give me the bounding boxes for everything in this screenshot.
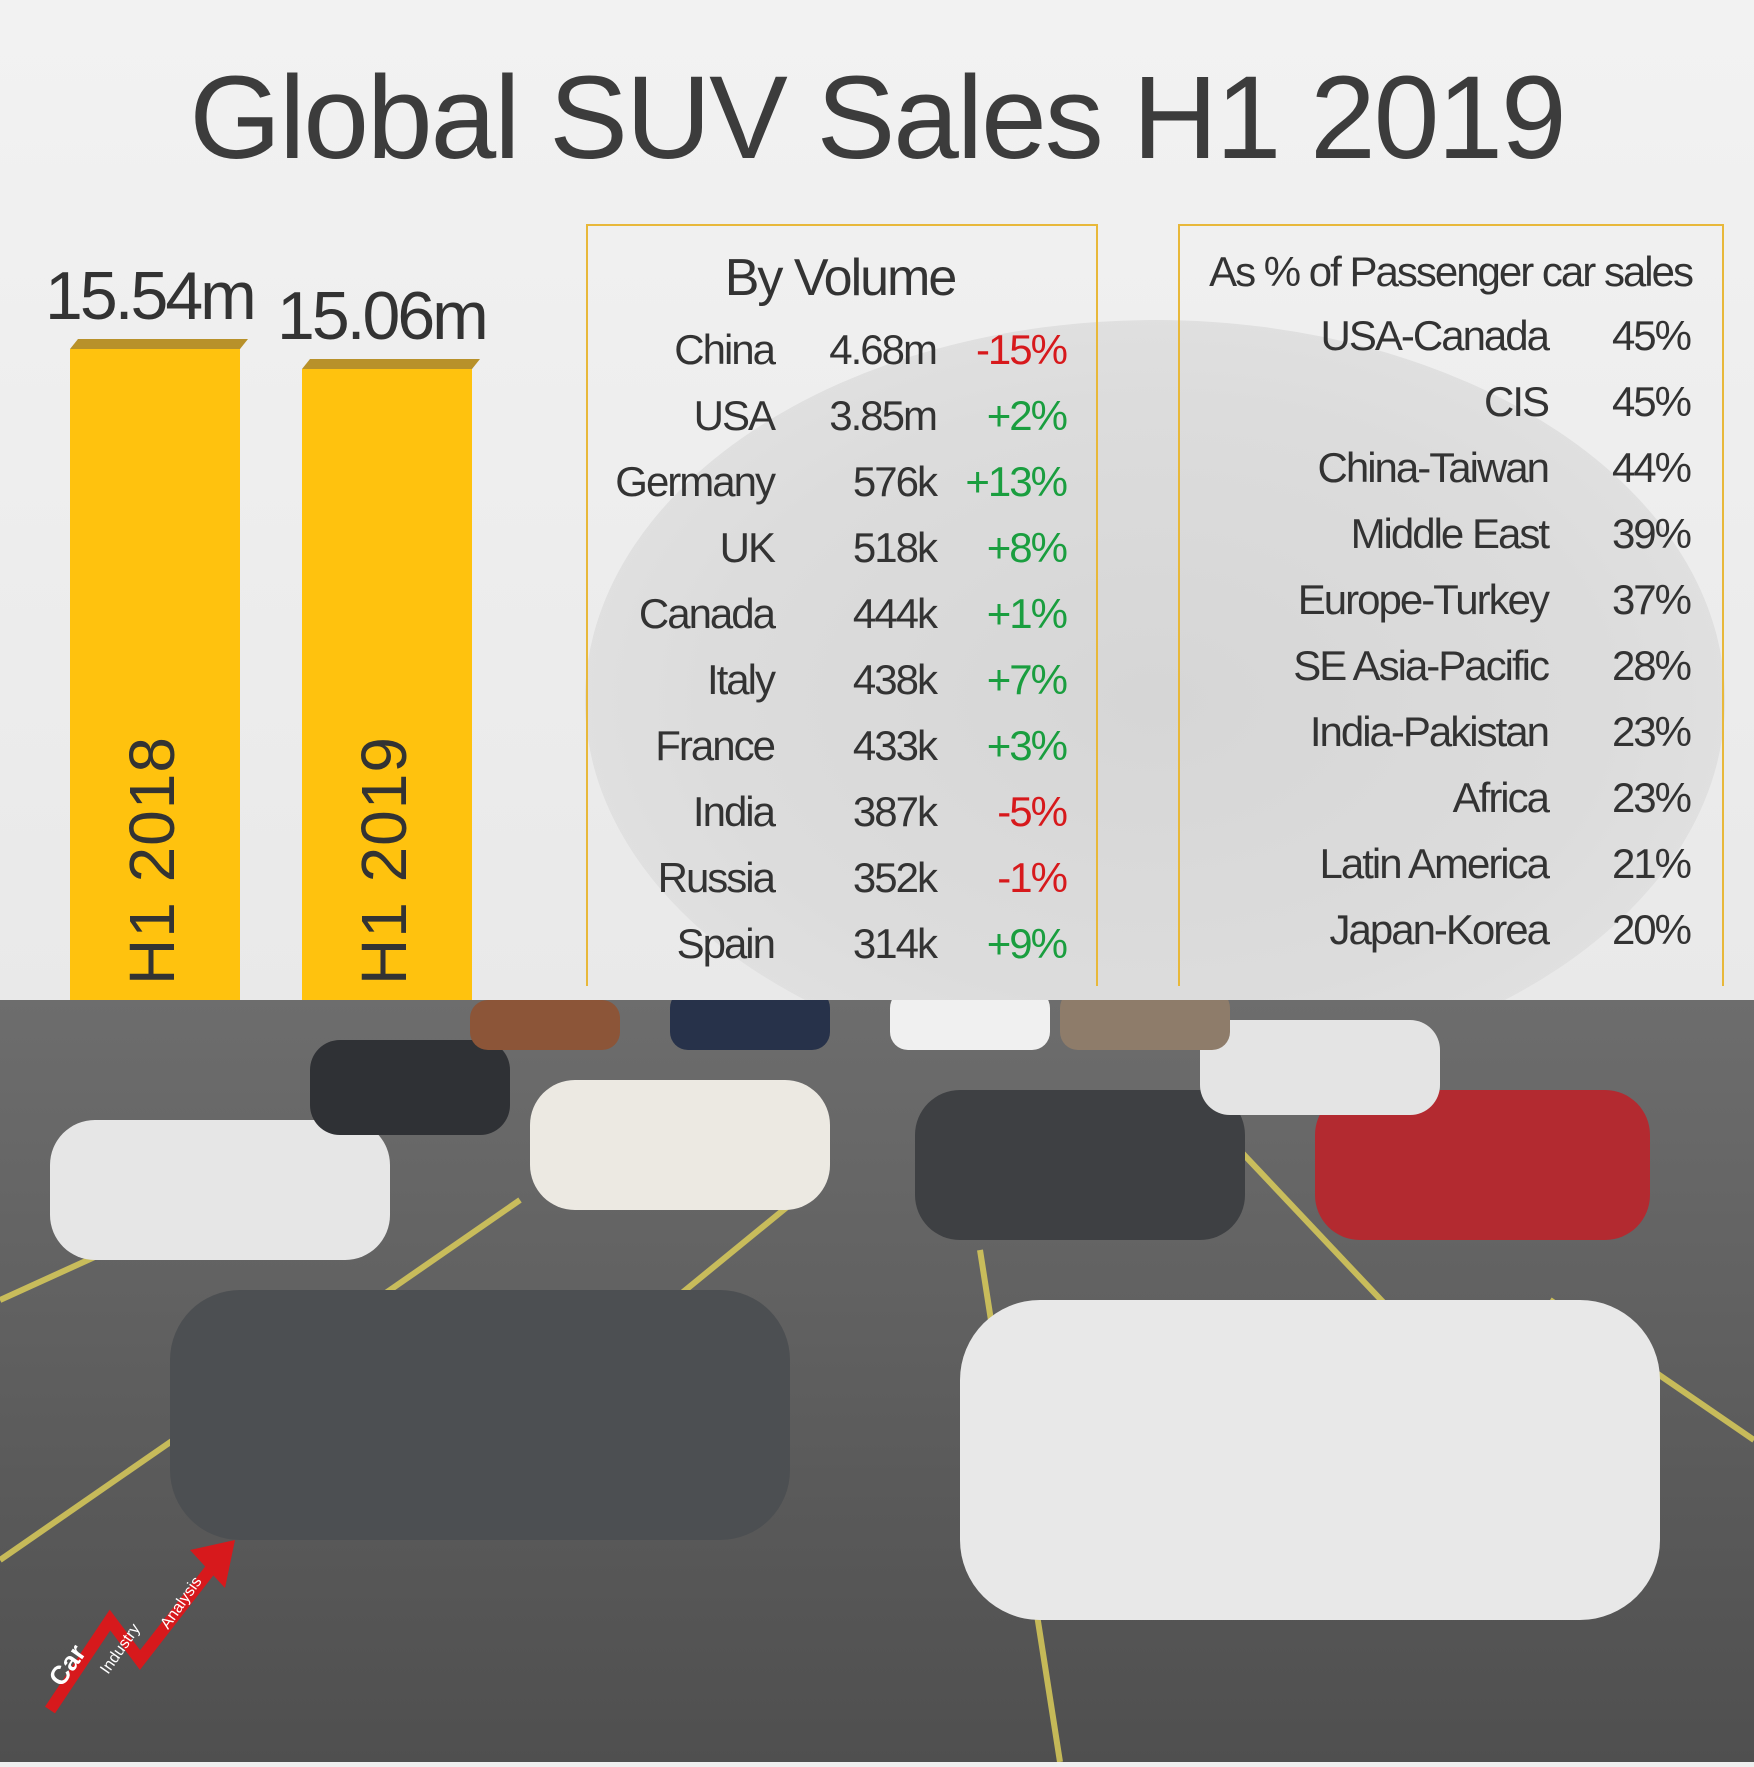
volume-value: 387k: [852, 788, 938, 835]
bar-value-label: 15.06m: [277, 278, 489, 355]
volume-change: +8%: [986, 524, 1068, 571]
logo-word-analysis: Analysis: [157, 1574, 205, 1633]
share-value: 28%: [1611, 642, 1692, 689]
by-volume-title: By Volume: [724, 249, 958, 307]
volume-change: +9%: [986, 920, 1068, 967]
share-region: CIS: [1483, 378, 1550, 425]
car-shapes: [50, 990, 1660, 1620]
volume-country: France: [655, 722, 776, 769]
volume-change: +2%: [986, 392, 1068, 439]
share-value: 45%: [1611, 378, 1692, 425]
volume-country: USA: [693, 392, 776, 439]
bar-value-label: 15.54m: [45, 258, 257, 335]
volume-value: 518k: [852, 524, 938, 571]
volume-country: Germany: [615, 458, 776, 505]
volume-change: +13%: [965, 458, 1068, 505]
volume-change: -15%: [975, 326, 1068, 373]
volume-value: 3.85m: [829, 392, 938, 439]
suv-photo: [0, 990, 1754, 1763]
volume-change: +3%: [986, 722, 1068, 769]
volume-country: Italy: [706, 656, 776, 703]
volume-country: Russia: [657, 854, 776, 901]
share-value: 23%: [1611, 708, 1692, 755]
volume-change: +1%: [986, 590, 1068, 637]
logo-arrow-icon: Car Industry Analysis: [42, 1540, 235, 1714]
share-panel: [1178, 224, 1724, 986]
share-region: SE Asia-Pacific: [1293, 642, 1550, 689]
volume-value: 433k: [852, 722, 938, 769]
share-value: 44%: [1611, 444, 1692, 491]
volume-value: 4.68m: [829, 326, 938, 373]
bar-body-0: [70, 349, 240, 1005]
bar-1: [302, 359, 480, 1005]
share-region: Europe-Turkey: [1297, 576, 1550, 623]
bar-0: [70, 339, 248, 1005]
share-value: 37%: [1611, 576, 1692, 623]
bar-chart: 15.54m H1 2018 15.06m H1 2019: [0, 0, 520, 1010]
bar-body-1: [302, 369, 472, 1005]
share-region: USA-Canada: [1320, 312, 1550, 359]
bar-top-1: [302, 359, 480, 370]
logo-word-car: Car: [42, 1639, 91, 1692]
volume-country: China: [674, 326, 776, 373]
share-region: China-Taiwan: [1317, 444, 1550, 491]
car-industry-analysis-logo: Car Industry Analysis: [40, 1510, 240, 1725]
volume-country: Spain: [676, 920, 776, 967]
volume-value: 352k: [852, 854, 938, 901]
bar-category-label: H1 2019: [348, 736, 420, 985]
share-value: 20%: [1611, 906, 1692, 953]
world-map-background: [585, 320, 1725, 1080]
share-region: Latin America: [1319, 840, 1550, 887]
share-region: Japan-Korea: [1329, 906, 1551, 953]
bar-top-0: [70, 339, 248, 350]
volume-value: 576k: [852, 458, 938, 505]
bar-category-label: H1 2018: [116, 736, 188, 985]
share-value: 45%: [1611, 312, 1692, 359]
share-value: 39%: [1611, 510, 1692, 557]
share-region: India-Pakistan: [1309, 708, 1550, 755]
volume-country: Canada: [638, 590, 776, 637]
volume-change: -1%: [997, 854, 1068, 901]
parking-lot-illustration: [0, 990, 1754, 1763]
volume-change: -5%: [997, 788, 1068, 835]
share-region: Middle East: [1350, 510, 1550, 557]
volume-value: 314k: [852, 920, 938, 967]
share-panel-title: As % of Passenger car sales: [1209, 248, 1694, 295]
volume-country: UK: [719, 524, 776, 571]
by-volume-panel: [586, 224, 1098, 986]
volume-value: 444k: [852, 590, 938, 637]
volume-value: 438k: [852, 656, 938, 703]
share-value: 23%: [1611, 774, 1692, 821]
share-value: 21%: [1611, 840, 1692, 887]
share-region: Africa: [1452, 774, 1550, 821]
volume-change: +7%: [986, 656, 1068, 703]
volume-country: India: [692, 788, 776, 835]
page-title: Global SUV Sales H1 2019: [189, 52, 1566, 184]
